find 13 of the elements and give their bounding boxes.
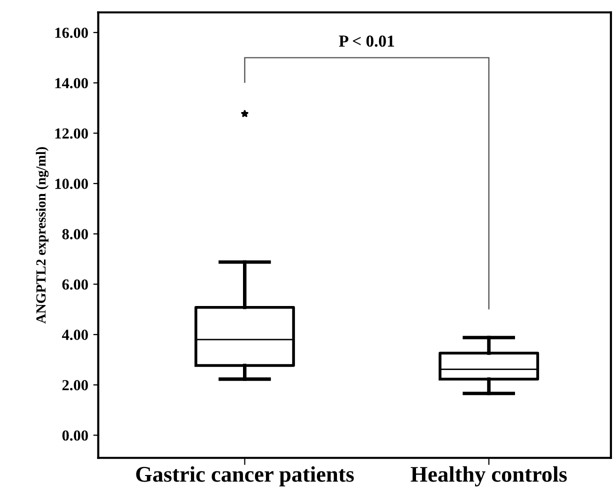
- x-tick-label: Healthy controls: [410, 466, 567, 486]
- annotation: P < 0.01: [338, 35, 394, 47]
- y-tick-label: 6.00: [62, 279, 88, 290]
- y-axis-title: ANGPTL2 expression (ng/ml): [36, 147, 49, 324]
- y-tick-label: 0.00: [62, 430, 88, 441]
- y-tick-label: 8.00: [62, 229, 88, 240]
- y-tick-label: 12.00: [55, 128, 88, 139]
- y-tick-label: 2.00: [62, 380, 88, 390]
- y-tick-label: 10.00: [55, 178, 88, 190]
- y-tick-label: 4.00: [62, 330, 88, 340]
- x-tick-label: Gastric cancer patients: [136, 466, 354, 486]
- y-tick-label: 16.00: [55, 28, 88, 38]
- y-tick-label: 14.00: [55, 78, 88, 88]
